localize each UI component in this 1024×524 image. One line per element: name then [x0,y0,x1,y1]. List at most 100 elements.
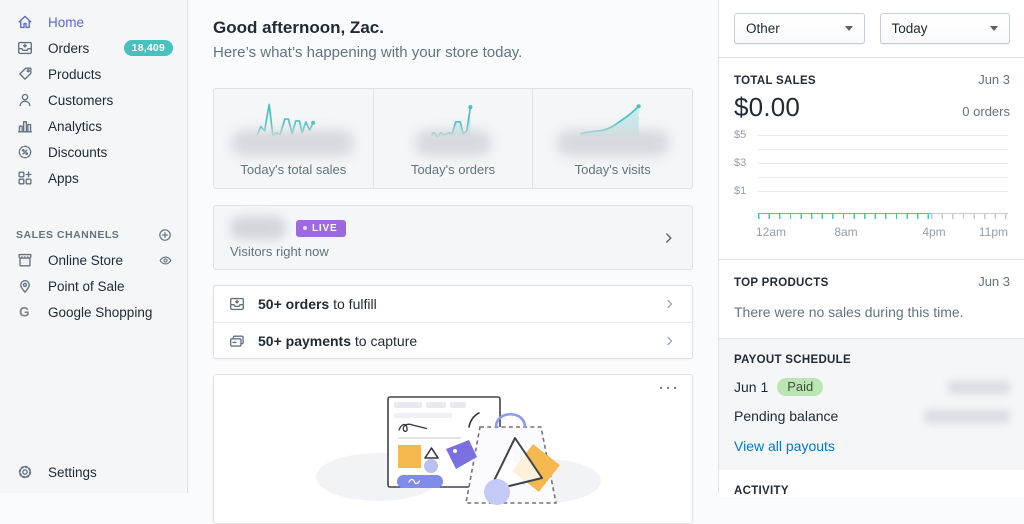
chevron-right-icon [667,299,673,309]
redacted-amount [948,380,1010,394]
sidebar-item-apps[interactable]: Apps [0,165,187,191]
sidebar-item-label: Point of Sale [48,278,125,294]
total-sales-orders: 0 orders [962,104,1010,119]
task-label: 50+ orders to fulfill [258,296,377,312]
insights-panel: Other Today TOTAL SALES Jun 3 $0.00 0 or… [718,0,1024,497]
top-products-section: TOP PRODUCTS Jun 3 There were no sales d… [719,260,1024,338]
task-label: 50+ payments to capture [258,332,418,349]
sidebar: Home Orders 18,409 Products Customers [0,0,188,493]
y-tick: $1 [734,185,747,197]
x-axis [758,213,1008,219]
more-icon[interactable]: ··· [659,380,680,397]
sidebar-item-label: Products [48,66,102,82]
payout-schedule-section: PAYOUT SCHEDULE Jun 1 Paid Pending balan… [719,338,1024,470]
page-title: Good afternoon, Zac. [213,18,384,37]
section-title: PAYOUT SCHEDULE [734,354,851,366]
analytics-icon [18,121,32,133]
orders-icon [18,41,32,55]
visitors-live-card[interactable]: LIVE Visitors right now [213,205,693,270]
todays-metrics-card: Today's total sales Today's orders Today… [213,88,693,189]
sidebar-item-discounts[interactable]: Discounts [0,139,187,165]
sidebar-item-home[interactable]: Home [0,9,187,35]
section-title: ACTIVITY [734,485,789,497]
page-subtitle: Here’s what’s happening with your store … [213,44,523,61]
sidebar-item-analytics[interactable]: Analytics [0,113,187,139]
total-sales-chart: $5 $3 $1 12am 8am 4pm 11pm [734,129,1010,243]
inbox-icon [230,297,244,311]
sidebar-item-products[interactable]: Products [0,61,187,87]
sidebar-item-google-shopping[interactable]: G Google Shopping [0,299,187,325]
tasks-card: 50+ orders to fulfill 50+ payments to ca… [213,285,693,359]
section-date: Jun 3 [978,274,1010,289]
sidebar-item-label: Settings [48,464,97,480]
sidebar-item-customers[interactable]: Customers [0,87,187,113]
panel-filters: Other Today [719,0,1024,58]
sidebar-item-orders[interactable]: Orders 18,409 [0,35,187,61]
metric-label: Today's visits [574,162,651,177]
storefront-icon [18,253,32,267]
sidebar-item-label: Analytics [48,118,103,134]
x-tick: 8am [834,225,858,239]
metric-label: Today's orders [410,162,496,177]
gear-icon [18,465,32,479]
home-icon [18,15,32,29]
discounts-icon [18,145,32,159]
payments-icon [230,335,244,347]
sidebar-item-label: Discounts [48,144,108,160]
section-date: Jun 3 [978,72,1010,87]
live-badge: LIVE [296,219,347,237]
payout-row: Pending balance [734,408,1010,424]
redacted-value [415,130,491,156]
x-tick: 12am [756,225,787,239]
main-nav: Home Orders 18,409 Products Customers [0,0,187,191]
y-tick: $3 [734,157,747,169]
paid-status-badge: Paid [777,378,824,396]
chevron-right-icon[interactable] [660,229,678,247]
sidebar-item-point-of-sale[interactable]: Point of Sale [0,273,187,299]
sidebar-item-label: Orders [48,40,90,56]
eye-icon[interactable] [158,253,173,268]
y-tick: $5 [734,129,747,141]
sidebar-item-settings[interactable]: Settings [0,459,187,485]
redacted-visitor-count [230,216,286,240]
metric-orders[interactable]: Today's orders [372,89,533,188]
sidebar-item-label: Home [48,14,85,30]
channel-filter-dropdown[interactable]: Other [734,13,865,44]
plus-circle-icon[interactable] [157,227,173,243]
svg-text:G: G [19,305,30,320]
products-icon [19,67,32,80]
metric-label: Today's total sales [240,162,347,177]
redacted-value [556,130,669,156]
sales-channels-header: SALES CHANNELS [0,223,187,247]
dashboard-main: Good afternoon, Zac. Here’s what’s happe… [188,0,718,524]
total-sales-amount: $0.00 [734,92,801,122]
caret-down-icon [990,26,998,31]
customers-icon [19,93,31,107]
google-icon: G [19,305,30,320]
metric-total-sales[interactable]: Today's total sales [214,89,373,188]
sales-sparkline [256,103,316,137]
sidebar-item-label: Customers [48,92,114,108]
sidebar-item-label: Google Shopping [48,304,153,320]
section-title: TOP PRODUCTS [734,277,829,289]
chevron-right-icon [667,336,673,345]
sidebar-item-online-store[interactable]: Online Store [0,247,187,273]
section-title: TOTAL SALES [734,75,816,87]
promo-card: ··· [213,374,693,524]
date-filter-dropdown[interactable]: Today [879,13,1010,44]
promo-illustration [316,396,601,505]
metric-visits[interactable]: Today's visits [532,89,692,188]
x-axis-remaining [930,213,1008,219]
task-payments-to-capture[interactable]: 50+ payments to capture [214,322,692,358]
pin-icon [20,280,30,293]
live-dot [303,226,307,230]
sidebar-item-label: Apps [48,170,79,186]
sidebar-item-label: Online Store [48,252,124,268]
redacted-amount [924,409,1010,423]
view-all-payouts-link[interactable]: View all payouts [734,438,835,454]
apps-icon [18,171,32,185]
task-orders-to-fulfill[interactable]: 50+ orders to fulfill [214,286,692,322]
x-tick: 4pm [922,225,946,239]
total-sales-section: TOTAL SALES Jun 3 $0.00 0 orders $5 $3 $… [719,58,1024,260]
redacted-value [232,130,355,156]
